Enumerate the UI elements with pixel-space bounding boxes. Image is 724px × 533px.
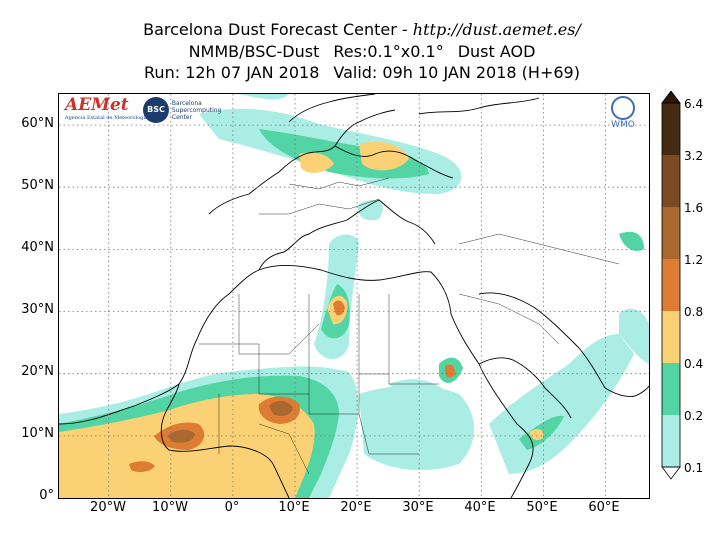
lat-label-0: 0° [39, 488, 54, 503]
lon-label-50e: 50°E [526, 500, 558, 515]
title-center-name: Barcelona Dust Forecast Center - [143, 20, 413, 39]
colorbar-bin-7 [662, 103, 680, 155]
colorbar-bin-4 [662, 259, 680, 311]
title-line-1: Barcelona Dust Forecast Center - http://… [0, 20, 724, 40]
colorbar-label-0-1: 0.1 [684, 461, 704, 475]
wmo-globe-icon [611, 96, 635, 120]
aemet-logo: AEMet Agencia Estatal de Meteorología [65, 95, 148, 121]
colorbar-label-3-2: 3.2 [684, 149, 704, 163]
dust-aod-map [58, 93, 650, 499]
colorbar-bin-1 [662, 415, 680, 467]
graticule [59, 94, 649, 498]
bsc-logo-badge: BSC [143, 97, 169, 123]
colorbar-bin-5 [662, 207, 680, 259]
lon-label-20e: 20°E [340, 500, 372, 515]
lon-label-10e: 10°E [278, 500, 310, 515]
colorbar [661, 91, 681, 480]
bsc-logo-line1: Barcelona [171, 99, 202, 107]
colorbar-bin-6 [662, 155, 680, 207]
bsc-logo-line3: Center [171, 113, 193, 121]
lon-label-20w: 20°W [90, 500, 126, 515]
colorbar-label-0-8: 0.8 [684, 305, 704, 319]
title-model: NMMB/BSC-Dust [188, 42, 320, 61]
coastlines [59, 94, 649, 498]
colorbar-bin-3 [662, 311, 680, 363]
bsc-logo-line2: Supercomputing [171, 106, 222, 114]
lon-label-10w: 10°W [152, 500, 188, 515]
bsc-logo: BSC Barcelona Supercomputing Center [143, 97, 221, 123]
lat-label-50n: 50°N [21, 178, 54, 193]
title-run: Run: 12h 07 JAN 2018 [144, 63, 320, 82]
aemet-logo-text: AEMet [65, 95, 129, 115]
lat-label-30n: 30°N [21, 302, 54, 317]
colorbar-label-1-6: 1.6 [684, 201, 704, 215]
lon-label-60e: 60°E [588, 500, 620, 515]
lon-label-0: 0° [224, 500, 240, 515]
title-variable: Dust AOD [457, 42, 536, 61]
title-resolution: Res:0.1°x0.1° [333, 42, 444, 61]
colorbar-label-1-2: 1.2 [684, 253, 704, 267]
colorbar-label-0-4: 0.4 [684, 357, 704, 371]
lon-label-40e: 40°E [464, 500, 496, 515]
lon-label-30e: 30°E [402, 500, 434, 515]
title-url[interactable]: http://dust.aemet.es/ [412, 20, 581, 39]
dust-aod-field [59, 94, 649, 498]
title-valid: Valid: 09h 10 JAN 2018 (H+69) [333, 63, 580, 82]
colorbar-label-6-4: 6.4 [684, 97, 704, 111]
wmo-logo: WMO [606, 96, 640, 130]
colorbar-label-0-2: 0.2 [684, 409, 704, 423]
wmo-logo-text: WMO [611, 120, 635, 130]
borders [199, 177, 620, 475]
lat-label-40n: 40°N [21, 240, 54, 255]
aemet-logo-subtitle: Agencia Estatal de Meteorología [65, 115, 148, 121]
lat-label-10n: 10°N [21, 426, 54, 441]
colorbar-bin-2 [662, 363, 680, 415]
title-line-2: NMMB/BSC-Dust Res:0.1°x0.1° Dust AOD [0, 42, 724, 62]
colorbar-min-arrow [661, 466, 681, 480]
colorbar-max-arrow [661, 91, 681, 104]
lat-label-60n: 60°N [21, 116, 54, 131]
title-line-3: Run: 12h 07 JAN 2018 Valid: 09h 10 JAN 20… [0, 63, 724, 83]
map-canvas [59, 94, 649, 498]
lat-label-20n: 20°N [21, 364, 54, 379]
